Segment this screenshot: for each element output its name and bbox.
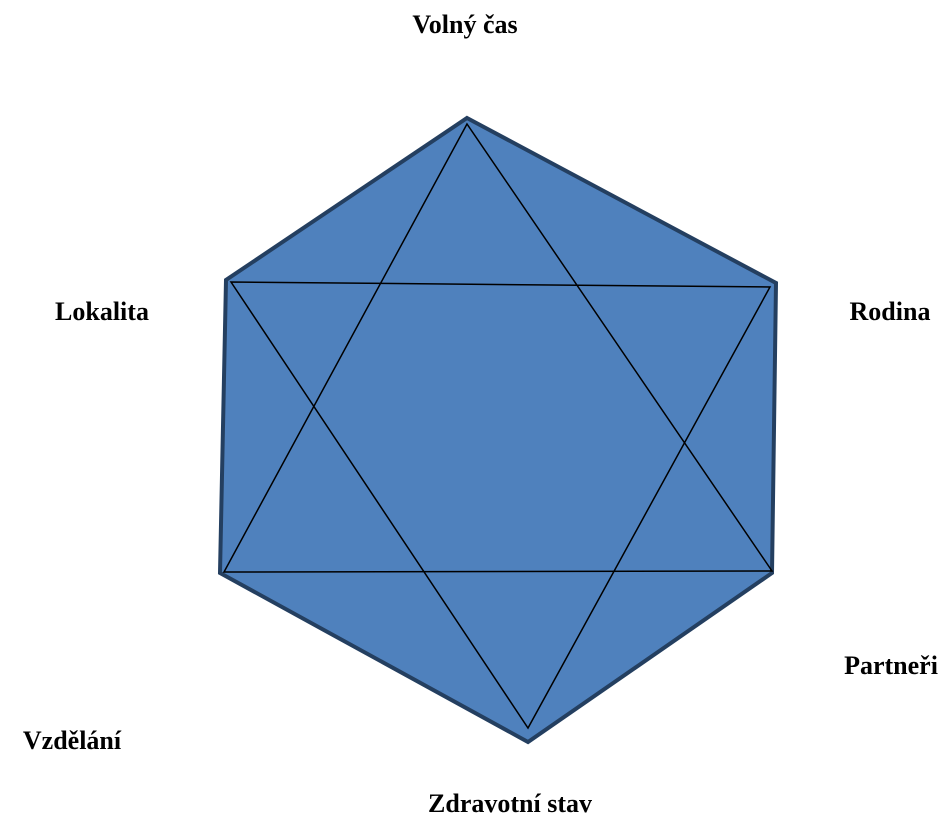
node-label: Lokalita bbox=[55, 297, 149, 326]
node-label: Volný čas bbox=[412, 10, 517, 39]
hexagon bbox=[217, 115, 779, 745]
node-label: Vzdělání bbox=[23, 726, 122, 755]
triangle-up bbox=[222, 122, 774, 573]
node-label: Zdravotní stav bbox=[428, 789, 592, 818]
node-label: Rodina bbox=[850, 297, 931, 326]
triangle-down bbox=[229, 281, 772, 730]
node-label: Partneři bbox=[844, 651, 938, 680]
